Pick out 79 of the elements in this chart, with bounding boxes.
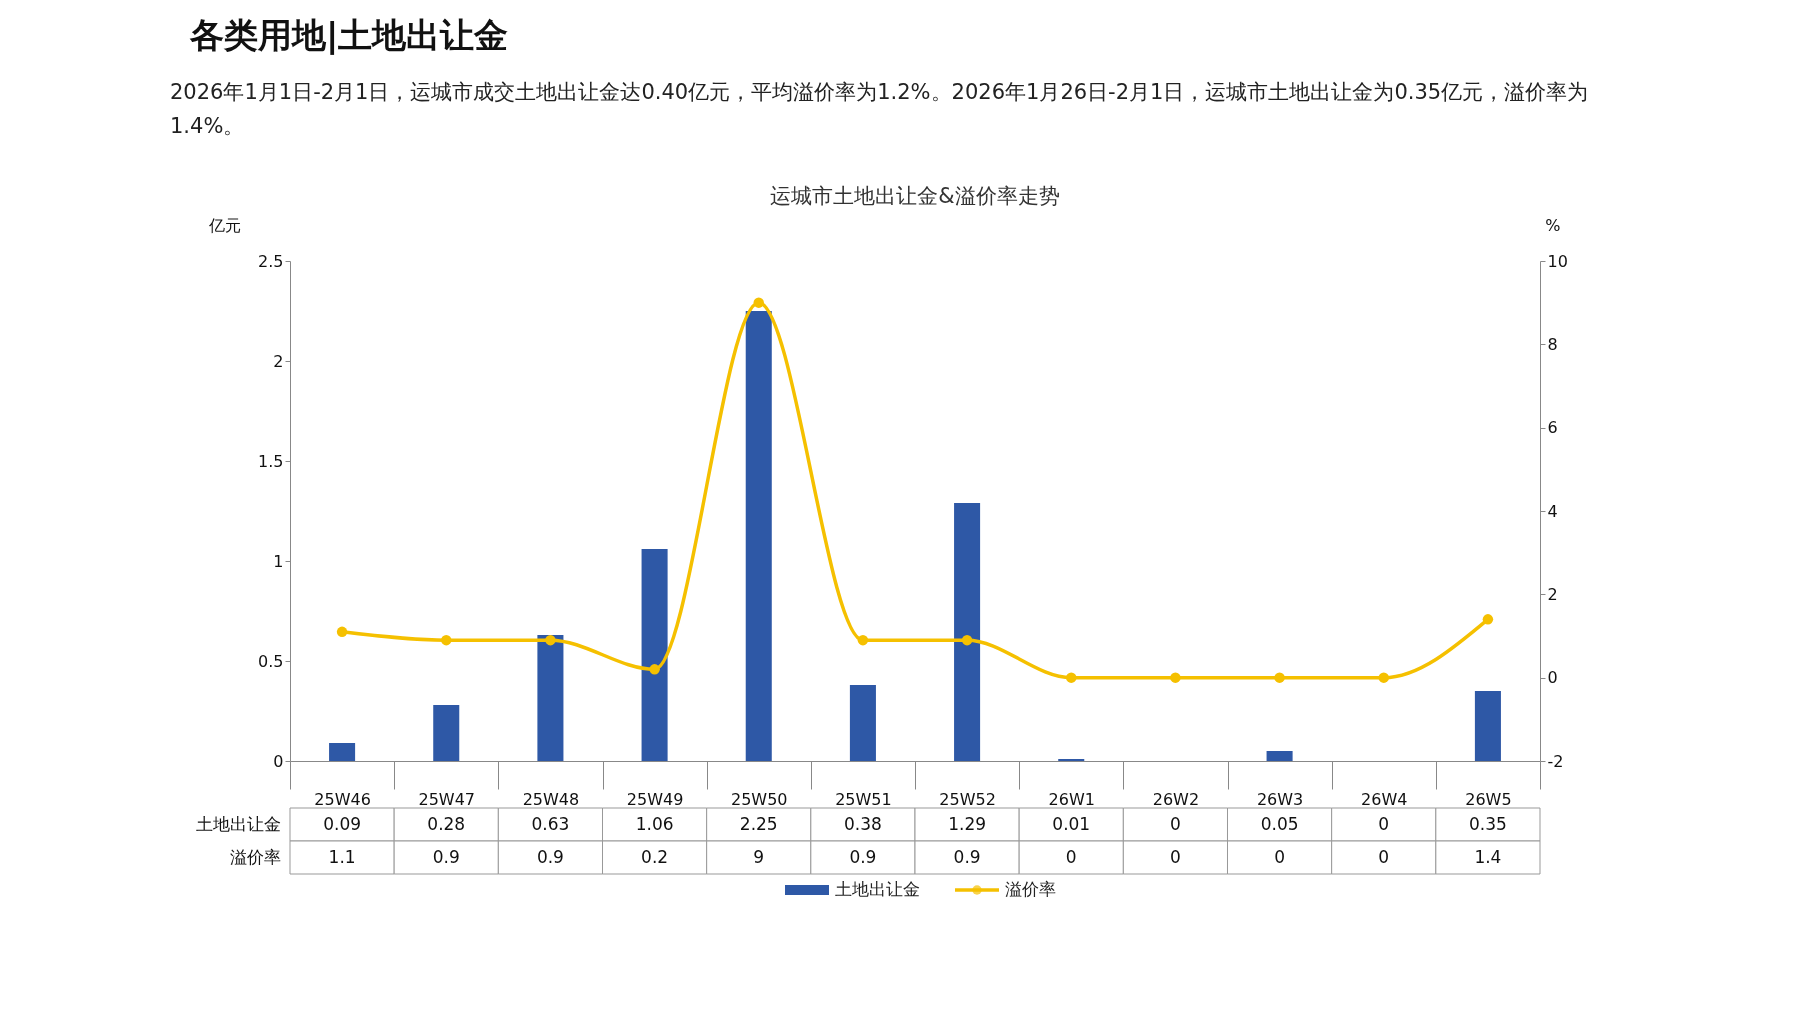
- y-axis-title: 亿元: [207, 215, 241, 235]
- y-tick-label: 2: [273, 351, 284, 371]
- point: [857, 634, 869, 646]
- x-tick-label: 25W48: [522, 789, 580, 809]
- data-label: 1.4: [1474, 846, 1502, 867]
- point: [961, 634, 973, 646]
- data-label: 0.38: [843, 813, 882, 834]
- x-tick-label: 25W46: [314, 789, 371, 809]
- point: [1066, 672, 1077, 683]
- bar: [329, 743, 356, 761]
- data-label: 1.06: [635, 813, 674, 834]
- y2-axis-title: %: [1545, 215, 1561, 235]
- data-label: 9: [753, 846, 765, 867]
- y2-tick-label: 0: [1547, 668, 1558, 688]
- text: 土地出让金: [195, 813, 281, 834]
- x-tick-label: 25W52: [939, 789, 996, 809]
- y2-tick-label: 2: [1547, 584, 1558, 604]
- point: [753, 297, 764, 308]
- bar: [1474, 691, 1501, 761]
- bar: [849, 685, 876, 761]
- y2-tick-label: 4: [1547, 501, 1558, 521]
- point: [649, 664, 660, 675]
- y2-tick-label: -2: [1547, 751, 1564, 771]
- data-label: 0: [1274, 846, 1285, 867]
- x-tick-label: 26W5: [1465, 789, 1512, 809]
- point: [336, 626, 348, 638]
- point: [545, 634, 556, 646]
- data-label: 0: [1170, 846, 1181, 867]
- data-label: 0: [1378, 813, 1390, 834]
- legend-label: 土地出让金: [835, 879, 920, 899]
- data-label: 0.35: [1468, 813, 1507, 834]
- data-label: 0.9: [432, 846, 460, 867]
- x-tick-label: 25W49: [626, 789, 684, 809]
- data-label: 0.05: [1260, 813, 1299, 834]
- data-label: 0.9: [849, 846, 877, 867]
- y2-tick-label: 8: [1547, 334, 1558, 354]
- point: [1274, 672, 1285, 683]
- data-label: 0.63: [531, 813, 570, 834]
- x-tick-label: 26W1: [1048, 789, 1095, 809]
- data-label: 0: [1378, 846, 1390, 867]
- data-label: 0.28: [427, 813, 466, 834]
- data-label: 0.09: [323, 813, 362, 834]
- text: 溢价率: [229, 846, 281, 867]
- y-tick-label: 1: [273, 551, 284, 571]
- y2-tick-label: 6: [1547, 418, 1558, 438]
- text: 各类用地|土地出让金: [189, 15, 509, 55]
- x-tick-label: 26W2: [1152, 789, 1200, 809]
- data-label: 0.2: [641, 846, 669, 867]
- x-tick-label: 25W50: [730, 789, 788, 809]
- y-tick-label: 0: [273, 751, 284, 771]
- x-tick-label: 25W51: [835, 789, 892, 809]
- data-label: 2.25: [739, 813, 778, 834]
- point: [1378, 672, 1389, 683]
- y-tick-label: 0.5: [258, 651, 284, 671]
- text: 2026年1月1日-2月1日，运城市成交土地出让金达0.40亿元，平均溢价率为1.2%。2026年1月26日-2月1日，运城市土地出让金为0.35亿元，溢价率为1.4%。: [170, 80, 1589, 138]
- data-label: 0: [1170, 813, 1181, 834]
- data-label: 1.1: [328, 846, 356, 867]
- data-label: 0.9: [536, 846, 564, 867]
- x-tick-label: 26W3: [1256, 789, 1304, 809]
- legend-label: 溢价率: [1005, 879, 1056, 899]
- data-label: 0: [1065, 846, 1077, 867]
- y-tick-label: 2.5: [258, 251, 284, 271]
- bar: [1266, 751, 1293, 761]
- point: [1482, 614, 1494, 625]
- bar: [641, 549, 668, 761]
- x-tick-label: 25W47: [418, 789, 476, 809]
- data-label: 1.29: [948, 813, 987, 834]
- data-label: 0.01: [1052, 813, 1091, 834]
- bar: [954, 503, 981, 761]
- y2-tick-label: 10: [1547, 251, 1568, 271]
- point: [441, 634, 452, 646]
- bar: [537, 635, 564, 761]
- data-label: 0.9: [953, 846, 981, 867]
- point: [1170, 672, 1181, 683]
- x-tick-label: 26W4: [1361, 789, 1408, 809]
- y-tick-label: 1.5: [258, 451, 284, 471]
- bar: [745, 311, 772, 761]
- bar: [433, 705, 460, 761]
- chart-title: 运城市土地出让金&溢价率走势: [770, 184, 1060, 208]
